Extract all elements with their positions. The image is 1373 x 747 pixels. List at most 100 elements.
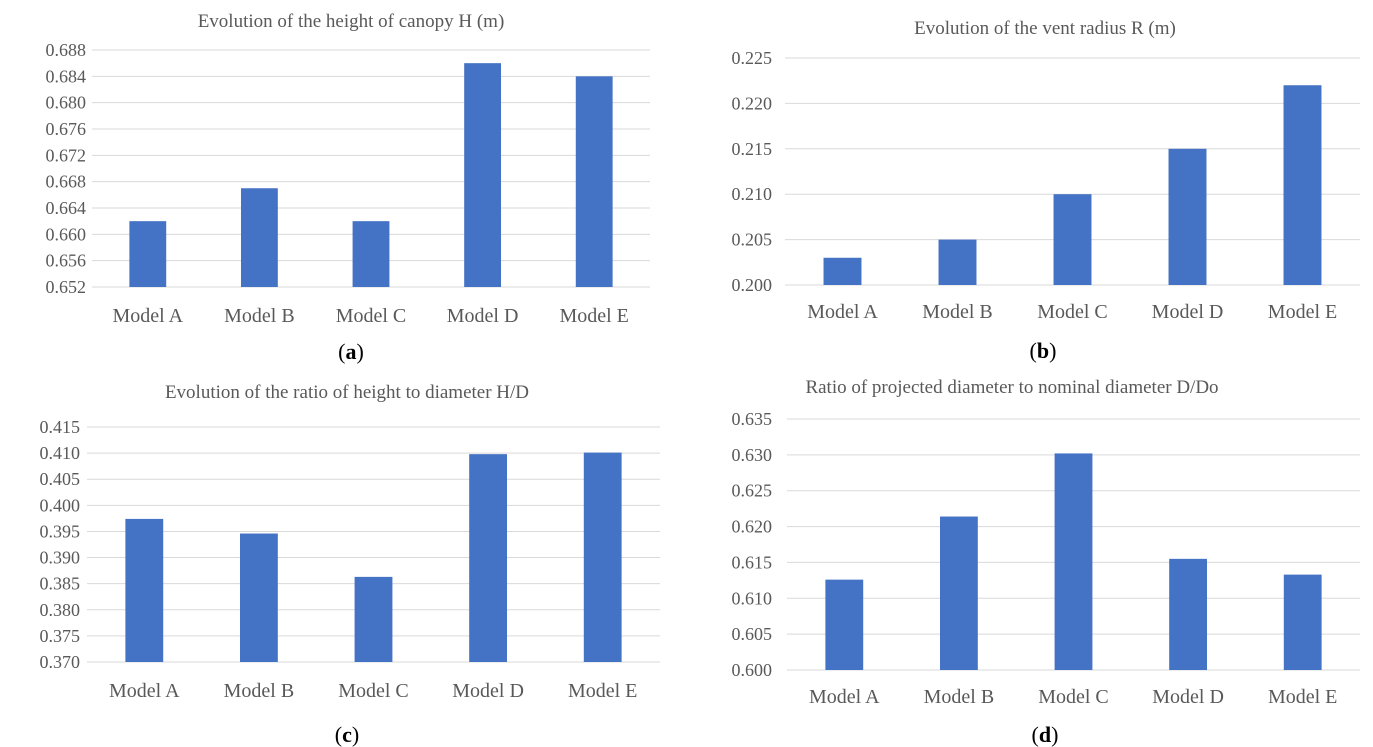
y-tick-label-c-7: 0.405 [40,469,81,489]
y-tick-label-c-3: 0.385 [40,574,81,594]
bar-d-4 [1169,558,1208,670]
y-tick-label-d-0: 0.600 [732,660,773,680]
bar-c-5 [583,452,622,662]
bar-a-2 [240,188,278,287]
bar-c-1 [125,518,164,662]
y-tick-label-c-6: 0.400 [40,495,81,515]
y-axis-d: 0.600 0.605 0.610 0.615 0.620 0.625 0.630 0.635 [732,409,773,680]
y-tick-label-b-1: 0.205 [732,230,773,250]
y-tick-label-a-7: 0.680 [46,93,87,113]
x-tick-label-b-4: Model D [1152,301,1224,323]
y-tick-label-d-4: 0.620 [732,517,773,537]
x-tick-label-d-5: Model E [1268,686,1337,708]
chart-title-b: Evolution of the vent radius R (m) [914,18,1176,39]
y-axis-b: 0.200 0.205 0.210 0.215 0.220 0.225 [732,48,773,295]
y-tick-label-d-6: 0.630 [732,445,773,465]
bar-b-5 [1283,85,1322,286]
x-tick-label-b-1: Model A [807,301,878,323]
y-axis-c: 0.370 0.375 0.380 0.385 0.390 0.395 0.400 0.405… [40,417,81,672]
chart-panel-c: Evolution of the ratio of height to diam… [40,382,660,747]
bar-d-2 [939,516,978,670]
x-tick-label-a-5: Model E [559,305,628,327]
bar-a-4 [464,63,502,287]
chart-title-d: Ratio of projected diameter to nominal d… [805,377,1218,398]
y-tick-label-a-9: 0.688 [46,40,87,60]
bar-d-1 [825,579,864,670]
chart-title-a: Evolution of the height of canopy H (m) [198,11,505,32]
chart-panel-b: Evolution of the vent radius R (m) 0.200… [732,18,1360,363]
y-tick-label-a-3: 0.664 [46,198,87,218]
x-tick-label-b-3: Model C [1037,301,1108,323]
y-tick-label-b-4: 0.220 [732,93,773,113]
y-tick-label-c-4: 0.390 [40,548,81,568]
panel-label-c: (c) [335,722,359,747]
y-tick-label-a-4: 0.668 [46,172,87,192]
bar-c-2 [239,533,278,662]
x-tick-label-b-5: Model E [1268,301,1337,323]
y-tick-label-c-9: 0.415 [40,417,81,437]
bar-d-5 [1283,574,1322,670]
bar-b-2 [938,239,977,285]
panel-label-b: (b) [1030,338,1057,363]
bars-c [125,452,622,662]
x-tick-label-a-3: Model C [336,305,407,327]
chart-title-c: Evolution of the ratio of height to diam… [165,382,529,403]
panel-label-a: (a) [338,339,364,364]
x-tick-label-d-1: Model A [809,686,880,708]
y-tick-label-d-1: 0.605 [732,624,773,644]
y-tick-label-c-5: 0.395 [40,521,81,541]
x-axis-c: Model A Model B Model C Model D Model E [109,680,637,702]
chart-panel-d: Ratio of projected diameter to nominal d… [732,377,1360,747]
x-tick-label-c-1: Model A [109,680,180,702]
y-axis-a: 0.652 0.656 0.660 0.664 0.668 0.672 0.676 0.680… [46,40,87,297]
bar-c-4 [469,454,508,662]
y-tick-label-a-8: 0.684 [46,66,87,86]
x-tick-label-d-4: Model D [1152,686,1224,708]
x-tick-label-a-2: Model B [224,305,295,327]
y-tick-label-b-3: 0.215 [732,139,773,159]
bar-a-3 [352,221,390,287]
x-tick-label-d-2: Model B [924,686,995,708]
x-tick-label-c-5: Model E [568,680,637,702]
y-tick-label-d-3: 0.615 [732,552,773,572]
panel-label-d: (d) [1032,722,1059,747]
x-tick-label-b-2: Model B [922,301,993,323]
chart-panel-a: Evolution of the height of canopy H (m) … [46,11,650,364]
y-tick-label-a-0: 0.652 [46,277,87,297]
x-axis-a: Model A Model B Model C Model D Model E [113,305,629,327]
bar-c-3 [354,576,393,662]
y-tick-label-b-5: 0.225 [732,48,773,68]
y-tick-label-b-2: 0.210 [732,184,773,204]
y-tick-label-a-1: 0.656 [46,251,87,271]
y-tick-label-d-7: 0.635 [732,409,773,429]
x-tick-label-c-4: Model D [452,680,524,702]
gridlines-a [92,49,650,288]
x-axis-d: Model A Model B Model C Model D Model E [809,686,1337,708]
bar-a-1 [129,221,167,287]
bar-b-1 [823,257,862,285]
y-tick-label-c-1: 0.375 [40,626,81,646]
bar-d-3 [1054,453,1093,670]
bars-d [825,453,1322,670]
y-tick-label-c-8: 0.410 [40,443,81,463]
bars-a [129,63,613,287]
bars-b [823,85,1322,286]
y-tick-label-a-2: 0.660 [46,224,87,244]
y-tick-label-a-6: 0.676 [46,119,87,139]
x-tick-label-d-3: Model C [1038,686,1109,708]
x-tick-label-a-4: Model D [447,305,519,327]
y-tick-label-b-0: 0.200 [732,275,773,295]
x-tick-label-a-1: Model A [113,305,184,327]
bar-b-3 [1053,194,1092,285]
y-tick-label-d-5: 0.625 [732,481,773,501]
y-tick-label-c-0: 0.370 [40,652,81,672]
y-tick-label-c-2: 0.380 [40,600,81,620]
x-axis-b: Model A Model B Model C Model D Model E [807,301,1337,323]
y-tick-label-d-2: 0.610 [732,588,773,608]
x-tick-label-c-3: Model C [338,680,409,702]
x-tick-label-c-2: Model B [224,680,295,702]
bar-b-4 [1168,148,1207,285]
bar-a-5 [575,76,613,287]
y-tick-label-a-5: 0.672 [46,145,87,165]
